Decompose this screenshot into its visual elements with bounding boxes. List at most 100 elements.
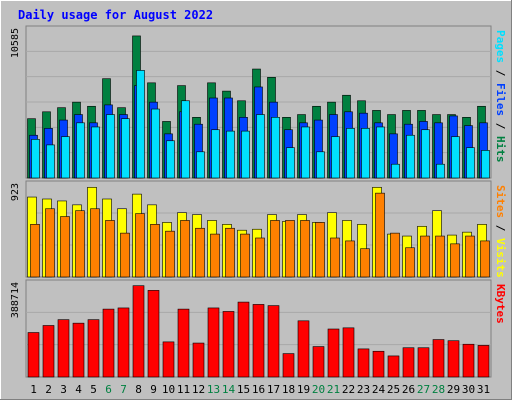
x-tick-label: 8 bbox=[135, 383, 142, 396]
hits-bar-pages bbox=[31, 139, 40, 179]
kbytes-bar-kbytes bbox=[237, 301, 250, 378]
kbytes-bar-kbytes bbox=[222, 311, 235, 378]
visits-bar-sites bbox=[270, 220, 280, 278]
x-tick-label: 1 bbox=[30, 383, 37, 396]
visits-bar-sites bbox=[120, 232, 130, 278]
kbytes-bar-kbytes bbox=[117, 307, 130, 378]
kbytes-bar-kbytes bbox=[42, 325, 55, 378]
hits-bar-pages bbox=[151, 108, 160, 179]
hits-bar-pages bbox=[301, 126, 310, 179]
hits-bar-pages bbox=[76, 122, 85, 179]
hits-side-label-pages: Pages bbox=[494, 30, 507, 63]
visits-bar-sites bbox=[210, 233, 220, 278]
kbytes-bar-kbytes bbox=[27, 332, 40, 378]
x-axis-labels: 1 2 3 4 5 6 7 8 9 10 11 12 13 14 15 16 17 18 19 20 21 22 23 24 2… bbox=[30, 383, 490, 396]
x-tick-label: 11 bbox=[177, 383, 190, 396]
kbytes-bar-kbytes bbox=[282, 353, 295, 378]
kbytes-side-label-kbytes: KBytes bbox=[494, 284, 507, 324]
x-tick-label: 22 bbox=[342, 383, 355, 396]
hits-bar-pages bbox=[121, 118, 130, 179]
kbytes-bar-kbytes bbox=[462, 343, 475, 378]
visits-max-label: 923 bbox=[10, 183, 21, 201]
x-tick-label: 23 bbox=[357, 383, 370, 396]
kbytes-bar-kbytes bbox=[372, 350, 385, 378]
visits-bar-sites bbox=[300, 220, 310, 278]
hits-bar-pages bbox=[196, 151, 205, 179]
x-tick-label: 9 bbox=[150, 383, 157, 396]
visits-bar-sites bbox=[255, 237, 265, 278]
x-tick-label: 27 bbox=[417, 383, 430, 396]
visits-bar-sites bbox=[420, 235, 430, 278]
hits-bar-pages bbox=[436, 163, 445, 179]
hits-bar-pages bbox=[346, 128, 355, 179]
kbytes-bar-kbytes bbox=[57, 319, 70, 378]
hits-bar-pages bbox=[136, 70, 145, 179]
x-tick-label: 18 bbox=[282, 383, 295, 396]
visits-bar-sites bbox=[105, 220, 115, 278]
hits-bar-pages bbox=[211, 129, 220, 179]
kbytes-bar-kbytes bbox=[477, 345, 490, 378]
kbytes-bar-kbytes bbox=[357, 348, 370, 378]
kbytes-max-label: 388714 bbox=[10, 282, 21, 318]
visits-bar-sites bbox=[450, 243, 460, 278]
visits-side-label-sites: Sites bbox=[494, 185, 507, 218]
hits-bar-pages bbox=[166, 140, 175, 179]
kbytes-bar-kbytes bbox=[72, 322, 85, 378]
hits-bar-pages bbox=[481, 150, 490, 179]
x-tick-label: 4 bbox=[75, 383, 82, 396]
visits-bar-sites bbox=[150, 224, 160, 278]
kbytes-bar-kbytes bbox=[267, 305, 280, 378]
chart-panels: 10585 Pages / Files / Hits 923 Sites / Visi… bbox=[10, 25, 507, 378]
hits-side-label-hits: Hits bbox=[494, 136, 507, 163]
kbytes-bar-kbytes bbox=[312, 346, 325, 378]
hits-bar-pages bbox=[91, 126, 100, 179]
x-tick-label: 28 bbox=[432, 383, 445, 396]
visits-bar-sites bbox=[315, 222, 325, 278]
hits-bar-pages bbox=[406, 134, 415, 179]
x-tick-label: 30 bbox=[462, 383, 475, 396]
hits-bar-pages bbox=[61, 136, 70, 179]
kbytes-bar-kbytes bbox=[387, 355, 400, 378]
hits-bar-pages bbox=[316, 151, 325, 179]
hits-bar-pages bbox=[361, 128, 370, 179]
x-tick-label: 17 bbox=[267, 383, 280, 396]
visits-bar-sites bbox=[285, 220, 295, 278]
visits-bar-sites bbox=[480, 240, 490, 278]
x-tick-label: 6 bbox=[105, 383, 112, 396]
hits-bar-pages bbox=[256, 114, 265, 179]
hits-side-label-separator: / bbox=[494, 116, 507, 136]
visits-bar-sites bbox=[45, 208, 55, 278]
x-tick-label: 19 bbox=[297, 383, 310, 396]
visits-side-label-separator: / bbox=[494, 218, 507, 238]
hits-bar-pages bbox=[271, 117, 280, 179]
visits-bar-sites bbox=[75, 210, 85, 278]
x-tick-label: 31 bbox=[477, 383, 490, 396]
kbytes-bar-kbytes bbox=[432, 339, 445, 378]
visits-bar-sites bbox=[240, 233, 250, 278]
hits-bar-pages bbox=[376, 126, 385, 179]
kbytes-bar-kbytes bbox=[402, 347, 415, 378]
x-tick-label: 15 bbox=[237, 383, 250, 396]
visits-bar-sites bbox=[180, 220, 190, 278]
hits-bar-pages bbox=[391, 163, 400, 179]
hits-bar-pages bbox=[421, 129, 430, 179]
hits-max-label: 10585 bbox=[10, 28, 21, 58]
kbytes-bar-kbytes bbox=[297, 320, 310, 378]
hits-bar-pages bbox=[331, 136, 340, 179]
hits-bar-pages bbox=[286, 147, 295, 179]
visits-bar-sites bbox=[345, 240, 355, 278]
chart-title: Daily usage for August 2022 bbox=[18, 8, 213, 22]
x-tick-label: 16 bbox=[252, 383, 265, 396]
x-tick-label: 12 bbox=[192, 383, 205, 396]
visits-bar-sites bbox=[390, 232, 400, 278]
visits-bar-sites bbox=[60, 216, 70, 278]
kbytes-bar-kbytes bbox=[207, 307, 220, 378]
visits-side-label: Sites / Visits bbox=[494, 185, 507, 278]
kbytes-bar-kbytes bbox=[147, 290, 160, 378]
panel-kbytes: 388714 KBytes bbox=[10, 279, 507, 378]
kbytes-bar-kbytes bbox=[447, 340, 460, 378]
hits-bar-pages bbox=[241, 130, 250, 179]
x-tick-label: 10 bbox=[162, 383, 175, 396]
hits-bar-pages bbox=[106, 114, 115, 179]
